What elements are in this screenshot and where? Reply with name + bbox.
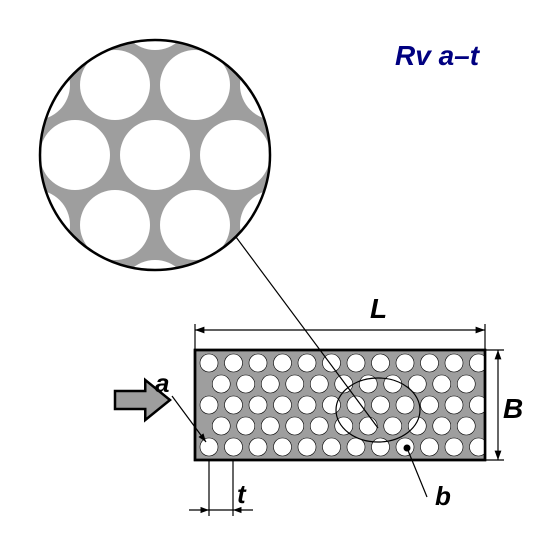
diagram-title: Rv a–t bbox=[395, 40, 479, 72]
diagram-svg: L Bt a b bbox=[0, 0, 550, 550]
label-L: L bbox=[370, 293, 387, 324]
label-t: t bbox=[237, 479, 247, 509]
label-b: b bbox=[435, 481, 451, 511]
label-a: a bbox=[155, 368, 169, 398]
label-B: B bbox=[503, 393, 523, 424]
